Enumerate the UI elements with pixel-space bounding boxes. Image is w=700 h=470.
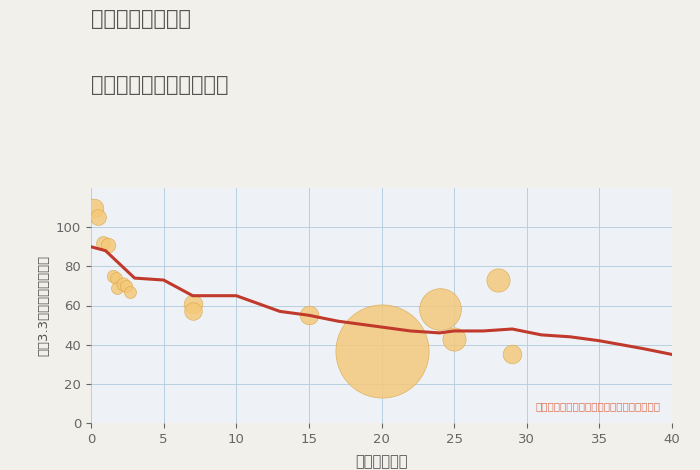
Point — [376, 347, 387, 354]
Point — [449, 335, 460, 343]
Y-axis label: 坪（3.3㎡）単価（万円）: 坪（3.3㎡）単価（万円） — [38, 255, 50, 356]
X-axis label: 築年数（年）: 築年数（年） — [355, 454, 407, 469]
Point — [103, 241, 114, 249]
Point — [125, 288, 136, 296]
Point — [303, 312, 314, 319]
Point — [492, 276, 503, 284]
Text: 千葉県柏市箕輪の: 千葉県柏市箕輪の — [91, 9, 191, 30]
Point — [187, 300, 198, 307]
Point — [120, 282, 132, 290]
Point — [434, 306, 445, 313]
Point — [507, 351, 518, 358]
Point — [187, 307, 198, 315]
Point — [88, 204, 99, 212]
Point — [110, 274, 121, 282]
Point — [92, 213, 104, 221]
Point — [118, 280, 129, 288]
Point — [107, 272, 118, 280]
Point — [97, 239, 108, 247]
Point — [111, 284, 122, 291]
Text: 築年数別中古戸建て価格: 築年数別中古戸建て価格 — [91, 75, 228, 95]
Text: 円の大きさは、取引のあった物件面積を示す: 円の大きさは、取引のあった物件面積を示す — [536, 401, 660, 411]
